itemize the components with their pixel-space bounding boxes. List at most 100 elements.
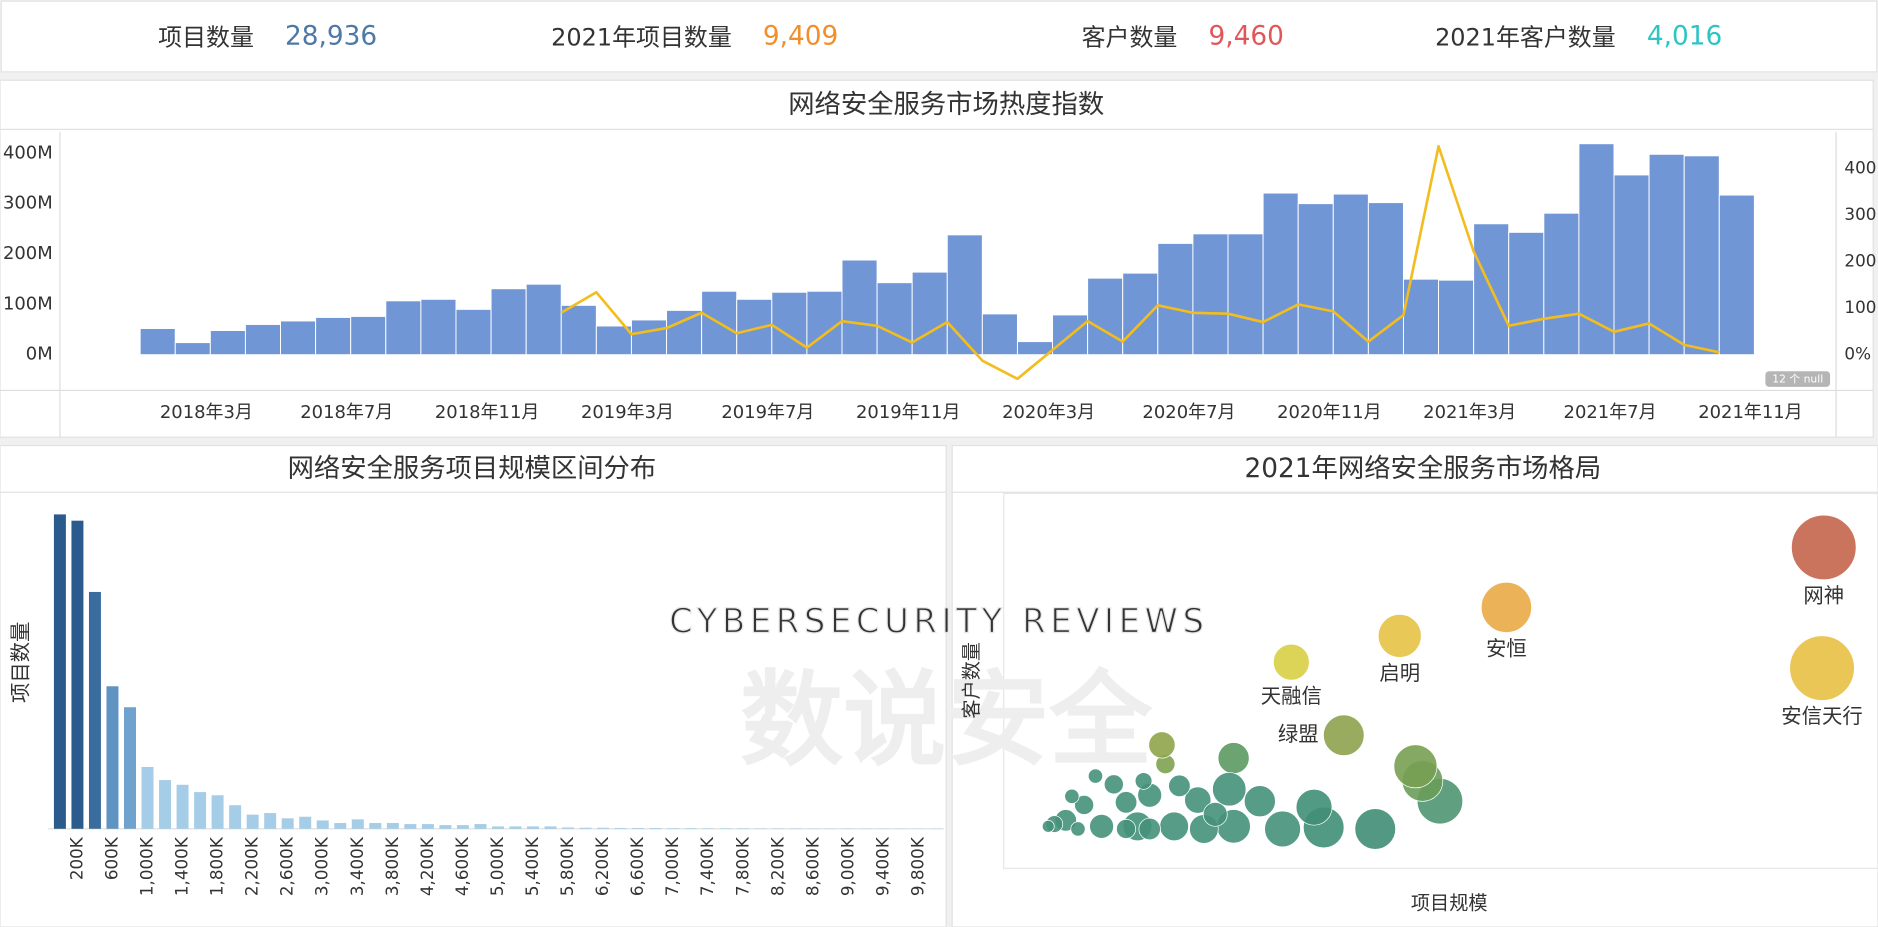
y2-tick-label: 100	[1844, 297, 1876, 317]
bar	[1297, 203, 1334, 356]
y-tick-label: 0M	[26, 344, 53, 365]
x-tick-label: 600K	[101, 836, 121, 880]
chart-title: 网络安全服务市场热度指数	[788, 90, 1104, 120]
bar	[174, 342, 211, 356]
kpi-value: 9,460	[1208, 22, 1283, 52]
x-tick-label: 3,000K	[312, 836, 332, 896]
bar	[1227, 233, 1264, 356]
null-badge	[1765, 371, 1831, 387]
bar	[1367, 202, 1404, 356]
bar	[1438, 279, 1475, 356]
x-tick-label: 8,200K	[767, 836, 787, 896]
x-tick-label: 5,800K	[557, 836, 577, 896]
bar	[841, 259, 878, 356]
null-note: 12 个 null	[1772, 373, 1823, 386]
x-tick-label: 2018年11月	[435, 402, 539, 423]
bar	[124, 707, 136, 829]
bubble-label: 绿盟	[1278, 722, 1319, 746]
bar	[525, 283, 562, 356]
x-tick-label: 200K	[66, 836, 86, 880]
bar	[139, 328, 176, 356]
bar	[597, 827, 610, 829]
bar	[88, 591, 101, 829]
y-tick-label: 100M	[3, 293, 53, 314]
bubble-label: 天融信	[1261, 684, 1322, 708]
watermark: CYBERSECURITY REVIEWS 数说安全	[669, 601, 1208, 781]
bar	[1087, 277, 1124, 356]
bar	[474, 824, 487, 829]
bar	[280, 320, 317, 356]
watermark-cn: 数说安全	[740, 660, 1153, 780]
bar	[159, 780, 172, 829]
kpi-label: 项目数量	[158, 23, 254, 51]
bar	[1157, 242, 1194, 356]
x-tick-label: 2018年3月	[160, 402, 253, 423]
bar	[209, 330, 246, 356]
y2-tick-label: 200	[1844, 251, 1876, 271]
bar	[491, 826, 504, 829]
x-tick-label: 2020年3月	[1002, 402, 1095, 423]
bar	[351, 819, 364, 829]
bubble	[1064, 788, 1080, 804]
bubble	[1480, 581, 1532, 633]
bar	[1262, 192, 1299, 356]
bubble	[1089, 813, 1114, 839]
bar	[684, 828, 697, 829]
kpi-value: 9,409	[763, 22, 838, 52]
bubble	[1148, 731, 1176, 759]
bar	[141, 766, 154, 829]
bar	[404, 824, 417, 829]
kpi-label: 2021年客户数量	[1435, 23, 1616, 51]
bar	[1508, 231, 1545, 356]
bubble	[1202, 801, 1228, 827]
bar	[649, 828, 662, 829]
bar	[560, 304, 597, 356]
bar	[456, 825, 469, 829]
bar	[579, 827, 592, 829]
bubble	[1212, 772, 1247, 807]
bar	[334, 823, 347, 829]
y-axis-label: 项目数量	[9, 622, 33, 703]
bar	[614, 828, 627, 829]
bubble	[1323, 714, 1365, 756]
x-tick-label: 5,000K	[487, 836, 507, 896]
x-tick-label: 4,600K	[452, 836, 472, 896]
bubble-label: 启明	[1379, 661, 1420, 685]
bubble	[1243, 785, 1276, 818]
x-tick-label: 6,200K	[592, 836, 612, 896]
x-tick-label: 1,000K	[137, 836, 157, 896]
bar	[911, 271, 948, 356]
bubble	[1074, 795, 1095, 815]
bar	[246, 814, 259, 829]
kpi-value: 4,016	[1647, 22, 1722, 52]
x-tick-label: 2020年11月	[1277, 402, 1381, 423]
x-tick-label: 8,600K	[802, 836, 822, 896]
bubble	[1264, 810, 1301, 848]
x-tick-label: 9,800K	[907, 836, 927, 896]
bar	[386, 823, 399, 829]
bubble	[1103, 774, 1124, 795]
bar	[71, 520, 84, 829]
bubble-label: 安信天行	[1781, 704, 1862, 728]
bar	[316, 820, 329, 829]
x-tick-label: 1,400K	[172, 836, 192, 896]
bar	[194, 792, 207, 829]
bar	[369, 823, 382, 829]
x-tick-label: 2,200K	[242, 836, 262, 896]
bar	[702, 828, 715, 829]
bubble	[1087, 768, 1104, 784]
bar	[385, 300, 422, 356]
bubble	[1168, 774, 1191, 797]
y-axis-label: 客户数量	[960, 642, 983, 719]
x-tick-label: 9,000K	[837, 836, 857, 896]
watermark-en: CYBERSECURITY REVIEWS	[669, 601, 1208, 640]
bar	[299, 816, 312, 829]
bubble	[1295, 788, 1333, 826]
x-tick-label: 2,600K	[277, 836, 297, 896]
bubble-label: 安恒	[1486, 636, 1527, 660]
kpi-value: 28,936	[285, 22, 377, 52]
bar	[281, 818, 294, 829]
x-tick-label: 2018年7月	[300, 402, 393, 423]
